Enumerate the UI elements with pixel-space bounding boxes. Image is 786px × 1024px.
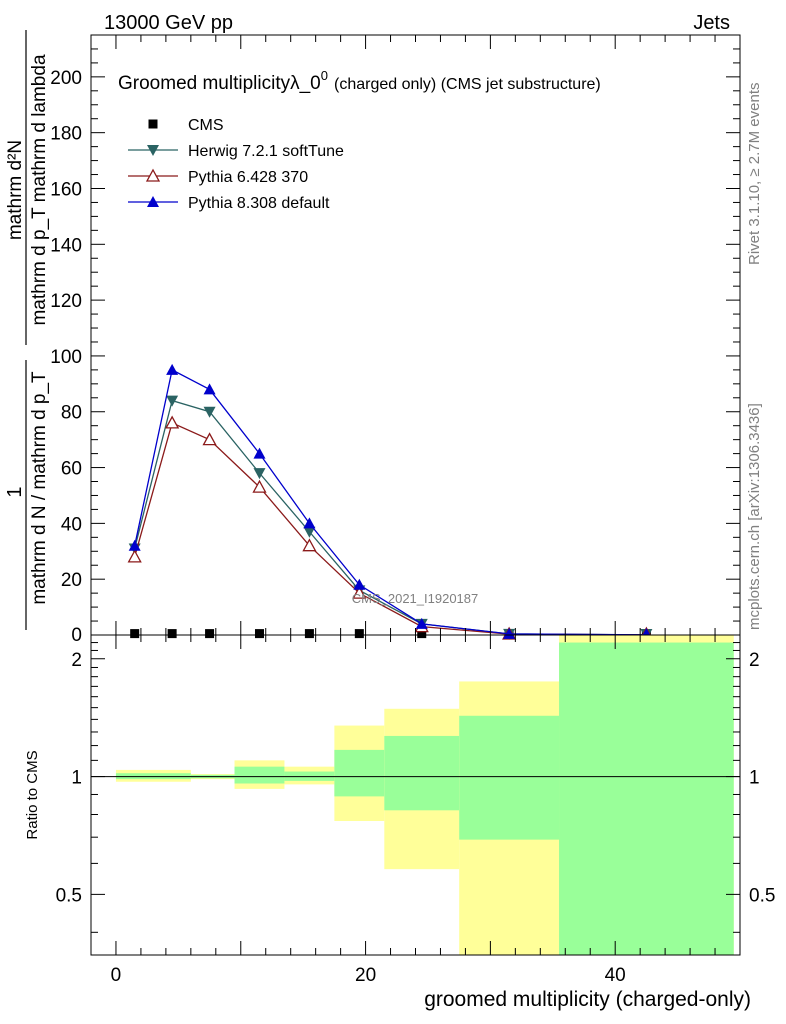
data-point — [302, 538, 317, 552]
ratio-bands — [115, 635, 734, 955]
main-ytick-label: 160 — [50, 179, 82, 200]
ratio-ytick-label: 0.5 — [56, 885, 82, 906]
main-panel-marks — [127, 363, 654, 640]
ratio-ytick-label-right: 1 — [749, 768, 760, 789]
data-point — [203, 406, 216, 418]
main-ytick-label: 100 — [50, 347, 82, 368]
series-pythia-8-308-default — [128, 363, 653, 639]
legend-label: Herwig 7.2.1 softTune — [188, 143, 344, 160]
ylabel-prefix-num: 1 — [4, 486, 26, 497]
ratio-band-green — [334, 749, 385, 797]
main-axis-ticks: 20 40 60 80 100 120 140 160 180 200 0 — [50, 35, 741, 646]
main-title: Groomed multiplicityλ_00 (charged only) (… — [118, 68, 601, 94]
main-title-sup: 0 — [321, 68, 328, 83]
data-point — [254, 629, 264, 639]
main-ytick-label: 40 — [61, 514, 82, 535]
data-point — [166, 363, 179, 375]
main-ytick-label: 80 — [61, 403, 82, 424]
data-point — [130, 629, 140, 639]
legend-entry: Herwig 7.2.1 softTune — [128, 143, 344, 160]
ratio-band-green — [459, 715, 560, 840]
legend-entry: Pythia 6.428 370 — [128, 168, 308, 186]
data-point — [304, 629, 314, 639]
ratio-xlabel: groomed multiplicity (charged-only) — [424, 988, 751, 1011]
main-subtitle: (charged only) (CMS jet substructure) — [334, 76, 601, 93]
data-point — [167, 629, 177, 639]
data-point — [253, 447, 266, 459]
main-ylabel: 1 mathrm d N / mathrm d p_T mathrm d²N m… — [4, 30, 50, 630]
ratio-ytick-label-right: 0.5 — [749, 885, 775, 906]
data-point — [203, 383, 216, 395]
ylabel-prefix-den: mathrm d N / mathrm d p_T — [29, 371, 50, 605]
mcplots-label: mcplots.cern.ch [arXiv:1306.3436] — [746, 403, 763, 630]
data-point — [353, 578, 366, 590]
main-ytick-label: 120 — [50, 291, 82, 312]
legend-marker — [147, 145, 159, 156]
main-ytick-label: 60 — [61, 459, 82, 480]
data-point — [415, 617, 428, 629]
ratio-band-green — [559, 642, 734, 955]
data-point — [205, 629, 215, 639]
legend-marker — [148, 119, 158, 129]
data-point — [354, 629, 364, 639]
ratio-xtick-label: 40 — [605, 965, 626, 986]
ratio-axis-ticks: 0.5 0.51 12 20 20 40 — [56, 635, 775, 986]
ratio-ytick-label-right: 2 — [749, 650, 760, 671]
main-ytick-label: 140 — [50, 235, 82, 256]
ratio-band-green — [384, 735, 460, 811]
data-point — [165, 415, 180, 429]
data-point — [417, 629, 427, 639]
data-point — [127, 549, 142, 563]
legend-label: Pythia 8.308 default — [188, 195, 330, 212]
ratio-xtick-label: 0 — [111, 965, 122, 986]
ylabel-num: mathrm d²N — [5, 140, 26, 240]
main-ytick-label: 180 — [50, 124, 82, 145]
ratio-xtick-label: 20 — [355, 965, 376, 986]
data-point — [352, 585, 367, 599]
legend-marker — [145, 168, 161, 182]
main-title-text: Groomed multiplicityλ_0 — [118, 73, 321, 94]
data-point — [303, 526, 316, 538]
main-ytick-label: 20 — [61, 570, 82, 591]
legend-entry: CMS — [148, 117, 224, 134]
data-point — [128, 539, 141, 551]
legend: CMS Herwig 7.2.1 softTune Pythia 6.428 370… — [128, 117, 344, 212]
data-point — [253, 468, 266, 480]
legend-entry: Pythia 8.308 default — [128, 195, 330, 212]
legend-label: Pythia 6.428 370 — [188, 169, 308, 186]
data-point — [202, 432, 217, 446]
header-right: Jets — [693, 12, 730, 34]
main-ytick-label: 200 — [50, 68, 82, 89]
legend-label: CMS — [188, 117, 224, 134]
main-ytick-label-zero: 0 — [71, 625, 82, 646]
data-point — [303, 517, 316, 529]
ratio-ytick-label: 2 — [71, 650, 82, 671]
legend-marker — [147, 196, 159, 207]
data-point — [166, 395, 179, 407]
ratio-ylabel: Ratio to CMS — [24, 750, 41, 839]
rivet-label: Rivet 3.1.10, ≥ 2.7M events — [746, 83, 763, 266]
data-point — [252, 479, 267, 493]
watermark: CMS_2021_I1920187 — [352, 591, 479, 606]
header-left: 13000 GeV pp — [104, 12, 233, 34]
data-point — [503, 627, 516, 639]
ratio-ytick-label: 1 — [71, 768, 82, 789]
ratio-band-green — [234, 766, 285, 784]
ylabel-den: mathrm d p_T mathrm d lambda — [29, 54, 50, 325]
